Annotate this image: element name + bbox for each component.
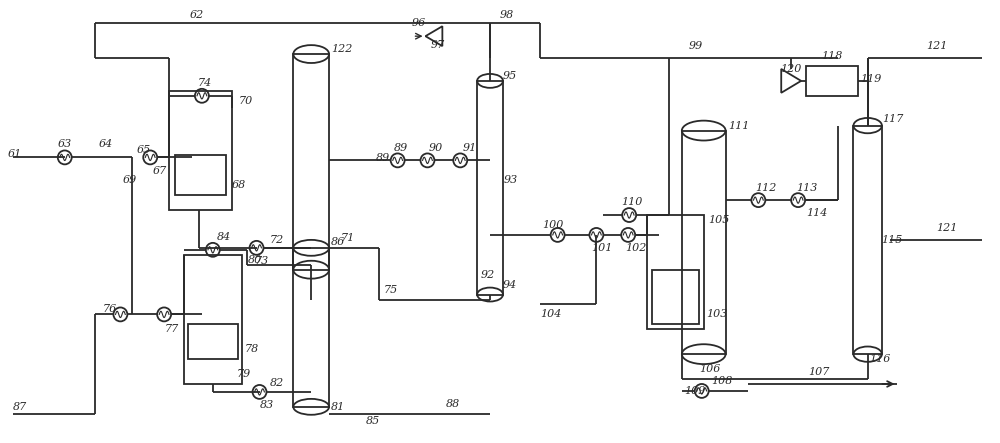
Bar xyxy=(184,255,242,384)
Bar xyxy=(853,126,882,354)
Text: 106: 106 xyxy=(699,364,720,374)
Text: 92: 92 xyxy=(481,270,495,280)
Bar xyxy=(169,91,232,210)
Bar xyxy=(682,131,726,354)
Text: 96: 96 xyxy=(411,18,426,28)
Text: 99: 99 xyxy=(689,41,703,51)
Text: 87: 87 xyxy=(13,402,27,412)
Text: 93: 93 xyxy=(504,175,518,185)
Text: 70: 70 xyxy=(239,96,253,106)
Text: 77: 77 xyxy=(165,324,179,334)
Text: 111: 111 xyxy=(729,120,750,131)
Text: 98: 98 xyxy=(500,10,514,20)
Text: 83: 83 xyxy=(260,400,274,410)
Text: 65: 65 xyxy=(136,145,151,155)
Text: 116: 116 xyxy=(870,354,891,364)
Text: 86: 86 xyxy=(331,237,345,247)
Text: 71: 71 xyxy=(341,233,355,243)
Text: 73: 73 xyxy=(255,256,269,266)
Text: 78: 78 xyxy=(245,344,259,354)
Text: 81: 81 xyxy=(331,402,345,412)
Text: 103: 103 xyxy=(707,309,728,319)
Text: 107: 107 xyxy=(808,367,829,377)
Text: 84: 84 xyxy=(217,232,231,242)
Text: 79: 79 xyxy=(237,369,251,379)
Text: 122: 122 xyxy=(331,44,352,54)
Text: 121: 121 xyxy=(927,41,948,51)
Text: 85: 85 xyxy=(366,416,380,426)
Bar xyxy=(652,270,699,324)
Text: 121: 121 xyxy=(936,223,957,233)
Bar xyxy=(293,248,329,407)
Text: 76: 76 xyxy=(103,304,117,315)
Text: 75: 75 xyxy=(384,284,398,295)
Text: 91: 91 xyxy=(462,144,476,153)
Text: 119: 119 xyxy=(860,74,881,84)
Bar xyxy=(175,155,226,195)
Text: 109: 109 xyxy=(684,386,705,396)
Text: 69: 69 xyxy=(122,175,137,185)
Text: 68: 68 xyxy=(232,180,246,190)
Text: 64: 64 xyxy=(99,140,113,149)
Text: 62: 62 xyxy=(190,10,204,20)
Text: 100: 100 xyxy=(542,220,563,230)
Text: 94: 94 xyxy=(503,280,517,290)
Bar xyxy=(188,324,238,359)
Text: 88: 88 xyxy=(445,399,460,409)
Text: 115: 115 xyxy=(882,235,903,245)
Text: 61: 61 xyxy=(8,149,22,159)
Text: 104: 104 xyxy=(540,309,561,319)
Text: 72: 72 xyxy=(269,235,284,245)
Text: 63: 63 xyxy=(58,140,72,149)
Bar xyxy=(647,215,704,329)
Text: 67: 67 xyxy=(152,166,166,176)
Text: 108: 108 xyxy=(712,376,733,386)
Text: 74: 74 xyxy=(198,78,212,88)
Text: 112: 112 xyxy=(755,183,777,193)
Text: 89: 89 xyxy=(394,144,408,153)
Text: 118: 118 xyxy=(821,51,843,61)
Text: 120: 120 xyxy=(780,64,802,74)
Text: 102: 102 xyxy=(625,243,647,253)
Text: 95: 95 xyxy=(503,71,517,81)
Text: 90: 90 xyxy=(428,144,443,153)
Text: 82: 82 xyxy=(269,378,284,388)
Bar xyxy=(293,54,329,270)
Bar xyxy=(477,81,503,295)
Text: 114: 114 xyxy=(806,208,827,218)
Text: 105: 105 xyxy=(709,215,730,225)
Text: 101: 101 xyxy=(591,243,613,253)
Text: 113: 113 xyxy=(796,183,818,193)
Text: 80: 80 xyxy=(248,255,262,265)
Text: 89: 89 xyxy=(376,153,390,163)
Text: 110: 110 xyxy=(621,197,643,207)
Text: 117: 117 xyxy=(883,114,904,124)
Bar xyxy=(806,66,858,96)
Text: 97: 97 xyxy=(430,40,445,50)
